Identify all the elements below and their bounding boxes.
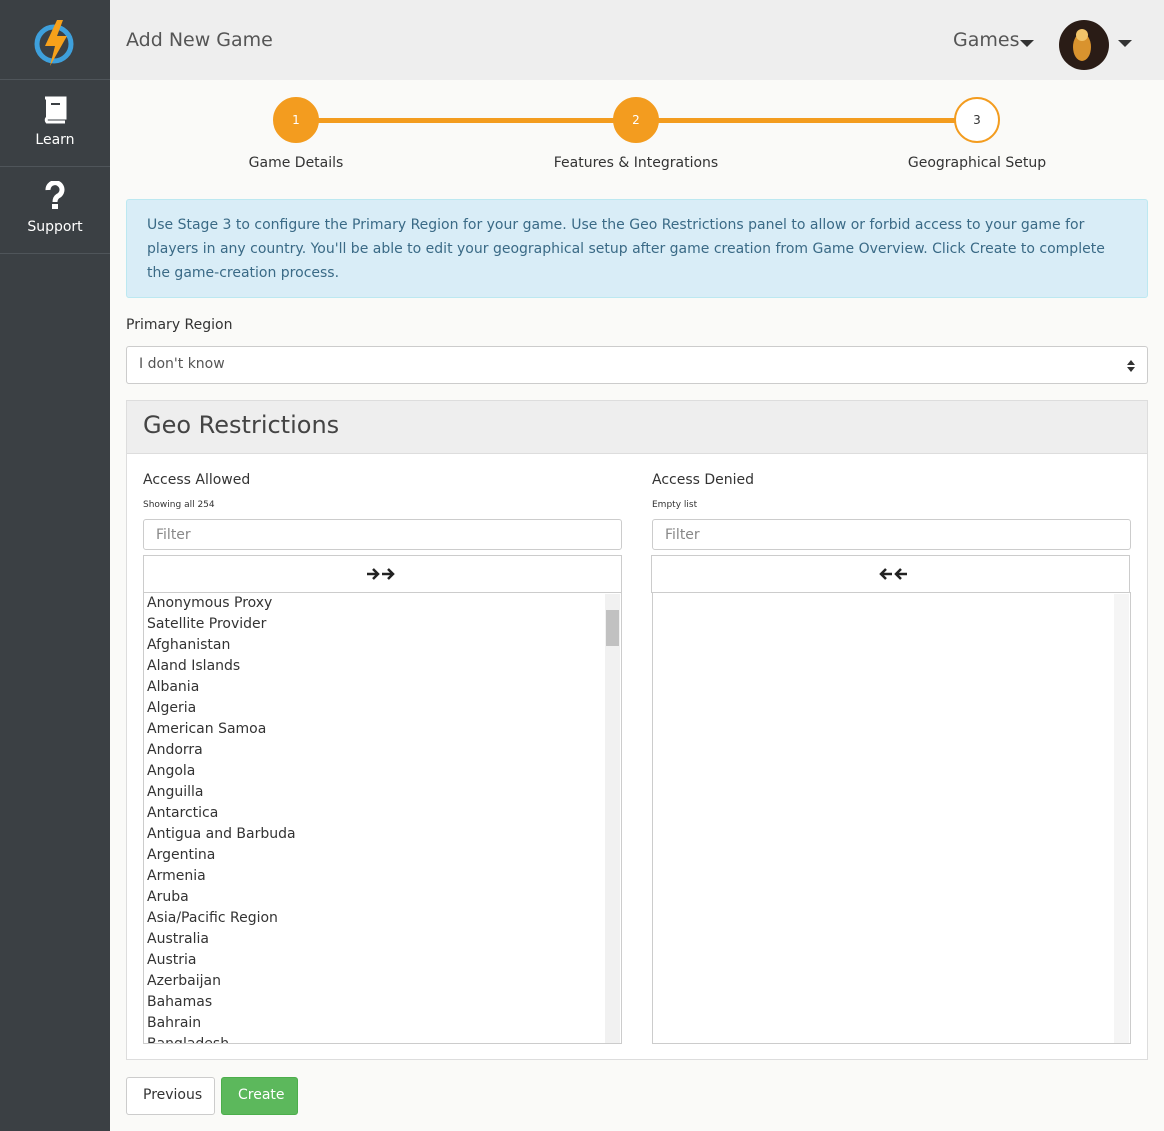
country-option[interactable]: Angola <box>147 763 196 779</box>
country-option[interactable]: Aland Islands <box>147 658 241 674</box>
scrollbar <box>1114 594 1129 1043</box>
country-option[interactable]: American Samoa <box>147 721 267 737</box>
filter-input[interactable]: Filter <box>143 519 622 550</box>
list-label: Access Allowed <box>143 472 251 488</box>
region-select[interactable]: I don't know <box>126 346 1148 384</box>
scrollbar-thumb[interactable] <box>606 610 619 646</box>
step-circle: 2 <box>613 97 659 143</box>
nav-support[interactable]: Support <box>0 166 110 253</box>
country-option[interactable]: Bahrain <box>147 1015 202 1031</box>
country-option[interactable]: Austria <box>147 952 197 968</box>
info-alert: Use Stage 3 to configure the Primary Reg… <box>126 199 1148 298</box>
step-label: Game Details <box>248 155 344 171</box>
header: Add New Game Games <box>110 0 1164 80</box>
list-status: Showing all 254 <box>143 500 215 510</box>
country-option[interactable]: Antigua and Barbuda <box>147 826 296 842</box>
panel-title: Geo Restrictions <box>143 411 340 439</box>
geo-panel: Geo Restrictions <box>126 400 1148 1060</box>
step-circle: 1 <box>273 97 319 143</box>
book-icon <box>44 96 67 124</box>
country-option[interactable]: Argentina <box>147 847 216 863</box>
select-arrows <box>1127 360 1135 372</box>
logo[interactable] <box>33 18 77 68</box>
country-option[interactable]: Australia <box>147 931 209 947</box>
select-value: I don't know <box>139 356 225 372</box>
avatar[interactable] <box>1058 19 1110 71</box>
denied-list <box>652 592 1131 1044</box>
step-label: Features & Integrations <box>553 155 719 171</box>
sidebar: Learn Support <box>0 0 110 1131</box>
step-label: Geographical Setup <box>907 155 1047 171</box>
nav-label: Support <box>27 219 83 235</box>
allowed-list: Anonymous Proxy Satellite Provider Afghani… <box>143 592 622 1044</box>
step-circle: 3 <box>954 97 1000 143</box>
question-icon <box>45 181 65 209</box>
games-menu[interactable]: Games <box>953 29 1020 51</box>
country-option[interactable]: Algeria <box>147 700 197 716</box>
move-all-right-button[interactable] <box>143 555 622 593</box>
country-option[interactable]: Anonymous Proxy <box>147 595 273 611</box>
country-option[interactable]: Asia/Pacific Region <box>147 910 278 926</box>
country-option[interactable]: Anguilla <box>147 784 204 800</box>
country-option[interactable]: Azerbaijan <box>147 973 221 989</box>
page-title: Add New Game <box>126 29 273 51</box>
country-option[interactable]: Antarctica <box>147 805 219 821</box>
country-option[interactable]: Armenia <box>147 868 206 884</box>
panel-header: Geo Restrictions <box>127 401 1147 454</box>
nav-label: Learn <box>35 132 75 148</box>
list-label: Access Denied <box>652 472 755 488</box>
create-button[interactable]: Create <box>221 1077 298 1115</box>
nav-learn[interactable]: Learn <box>0 79 110 166</box>
scrollbar[interactable] <box>605 594 620 1043</box>
field-label: Primary Region <box>126 317 233 333</box>
previous-button[interactable]: Previous <box>126 1077 215 1115</box>
country-option[interactable]: Bahamas <box>147 994 213 1010</box>
arrows-icon <box>879 568 907 580</box>
country-option[interactable]: Afghanistan <box>147 637 231 653</box>
caret <box>1020 40 1034 47</box>
country-option[interactable]: Bangladesh <box>147 1036 230 1044</box>
filter-input[interactable]: Filter <box>652 519 1131 550</box>
country-option[interactable]: Aruba <box>147 889 189 905</box>
country-option[interactable]: Satellite Provider <box>147 616 267 632</box>
country-option[interactable]: Andorra <box>147 742 203 758</box>
list-status: Empty list <box>652 500 698 510</box>
country-option[interactable]: Albania <box>147 679 200 695</box>
move-all-left-button[interactable] <box>651 555 1130 593</box>
divider <box>0 253 110 254</box>
arrows-icon <box>367 568 395 580</box>
caret <box>1118 40 1132 47</box>
